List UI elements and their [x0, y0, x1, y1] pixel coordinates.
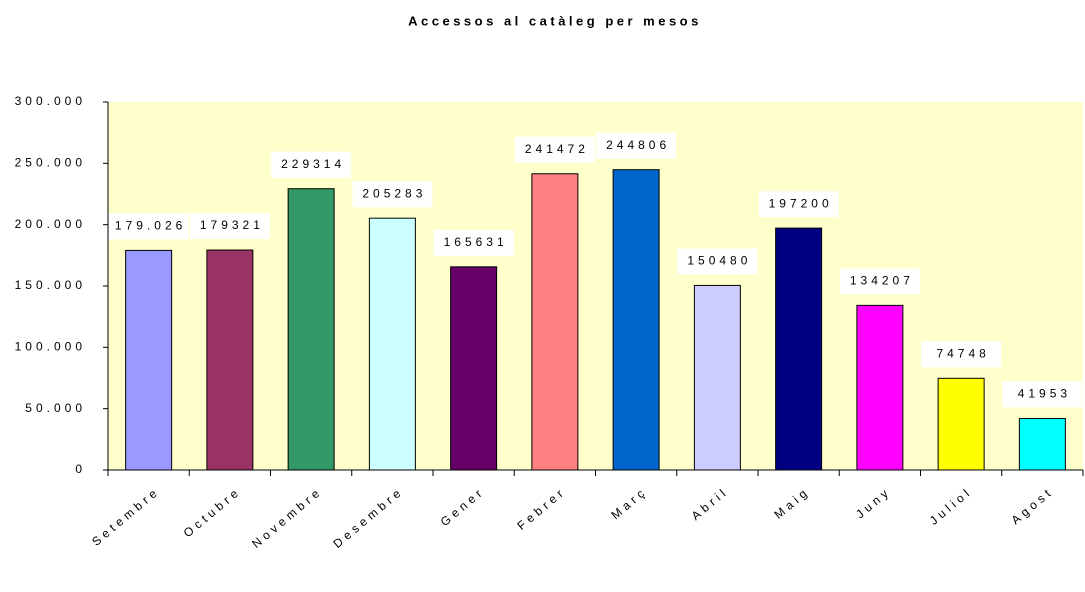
value-label: 229314: [281, 157, 345, 171]
value-label-box: [596, 132, 677, 159]
value-label-box: [189, 213, 270, 240]
value-label-box: [677, 248, 758, 275]
value-label-box: [514, 136, 595, 163]
x-tick-label: Desembre: [330, 484, 406, 551]
bar: [206, 249, 254, 471]
value-label: 179.026: [115, 219, 186, 233]
value-label-box: [433, 229, 514, 256]
value-label: 41953: [1018, 387, 1071, 401]
chart-title: Accessos al catàleg per mesos: [408, 13, 702, 28]
bar: [937, 377, 985, 471]
value-label: 165631: [444, 235, 508, 249]
y-tick-label: 50.000: [25, 401, 86, 415]
x-tick-label: Maig: [771, 484, 812, 522]
bar: [1018, 418, 1066, 471]
x-tick-label: Juliol: [927, 484, 975, 528]
x-tick-label: Agost: [1009, 484, 1057, 527]
value-label: 244806: [606, 138, 670, 152]
y-tick-label: 150.000: [15, 278, 86, 292]
value-label: 179321: [200, 218, 264, 232]
bar: [531, 173, 579, 471]
y-tick-label: 300.000: [15, 94, 86, 108]
value-label-box: [352, 181, 433, 208]
bar: [693, 284, 741, 471]
value-label-box: [1002, 381, 1083, 408]
bar: [856, 304, 904, 471]
y-tick-label: 250.000: [15, 156, 86, 170]
value-label-box: [758, 191, 839, 218]
x-tick-label: Novembre: [249, 484, 325, 551]
y-tick-label: 100.000: [15, 340, 86, 354]
x-tick-label: Març: [608, 484, 650, 522]
bar: [775, 227, 823, 471]
value-label: 74748: [936, 346, 989, 360]
x-tick-label: Febrer: [514, 484, 568, 533]
y-tick-label: 0: [75, 462, 86, 476]
value-label: 150480: [687, 254, 751, 268]
x-tick-label: Setembre: [89, 484, 162, 549]
value-label-box: [108, 213, 189, 240]
value-label: 134207: [850, 274, 914, 288]
bar: [368, 217, 416, 471]
x-tick-label: Octubre: [181, 484, 244, 540]
value-label-box: [271, 151, 352, 178]
value-label: 197200: [769, 196, 833, 210]
x-tick-label: Abril: [689, 484, 732, 523]
x-tick-label: Juny: [853, 484, 894, 521]
bar: [287, 188, 335, 471]
value-label: 241472: [525, 142, 589, 156]
x-tick-label: Gener: [438, 484, 488, 529]
y-tick-label: 200.000: [15, 217, 86, 231]
value-label-box: [921, 341, 1002, 368]
bar: [612, 169, 660, 471]
value-label: 205283: [362, 186, 426, 200]
bar: [450, 266, 498, 471]
bar: [125, 249, 173, 471]
value-label-box: [839, 268, 920, 295]
plot-area: [108, 102, 1083, 470]
